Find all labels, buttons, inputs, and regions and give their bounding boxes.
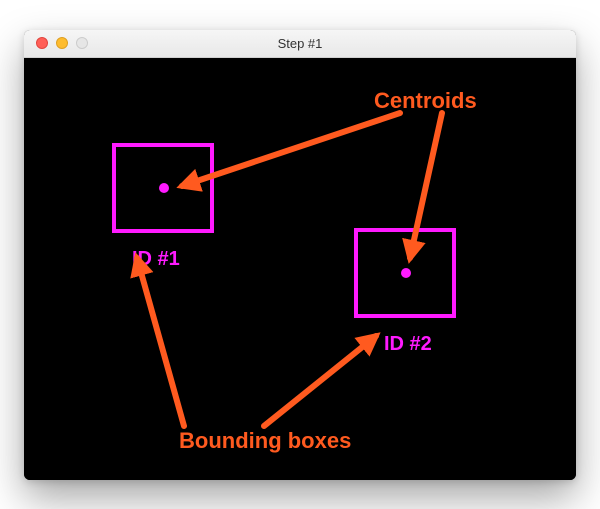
maximize-icon[interactable] xyxy=(76,37,88,49)
id-label-2: ID #2 xyxy=(384,333,432,356)
annotation-centroids: Centroids xyxy=(374,88,477,114)
id-label-1: ID #1 xyxy=(132,248,180,271)
annotation-arrows xyxy=(24,58,576,480)
annotation-bounding-boxes: Bounding boxes xyxy=(179,428,351,454)
minimize-icon[interactable] xyxy=(56,37,68,49)
close-icon[interactable] xyxy=(36,37,48,49)
centroid-1 xyxy=(159,183,169,193)
centroid-2 xyxy=(401,268,411,278)
app-window: Step #1 ID #1 ID #2 Centroids Bounding b… xyxy=(24,30,576,480)
canvas: ID #1 ID #2 Centroids Bounding boxes xyxy=(24,58,576,480)
window-controls xyxy=(24,37,88,49)
titlebar: Step #1 xyxy=(24,30,576,58)
window-title: Step #1 xyxy=(24,36,576,51)
